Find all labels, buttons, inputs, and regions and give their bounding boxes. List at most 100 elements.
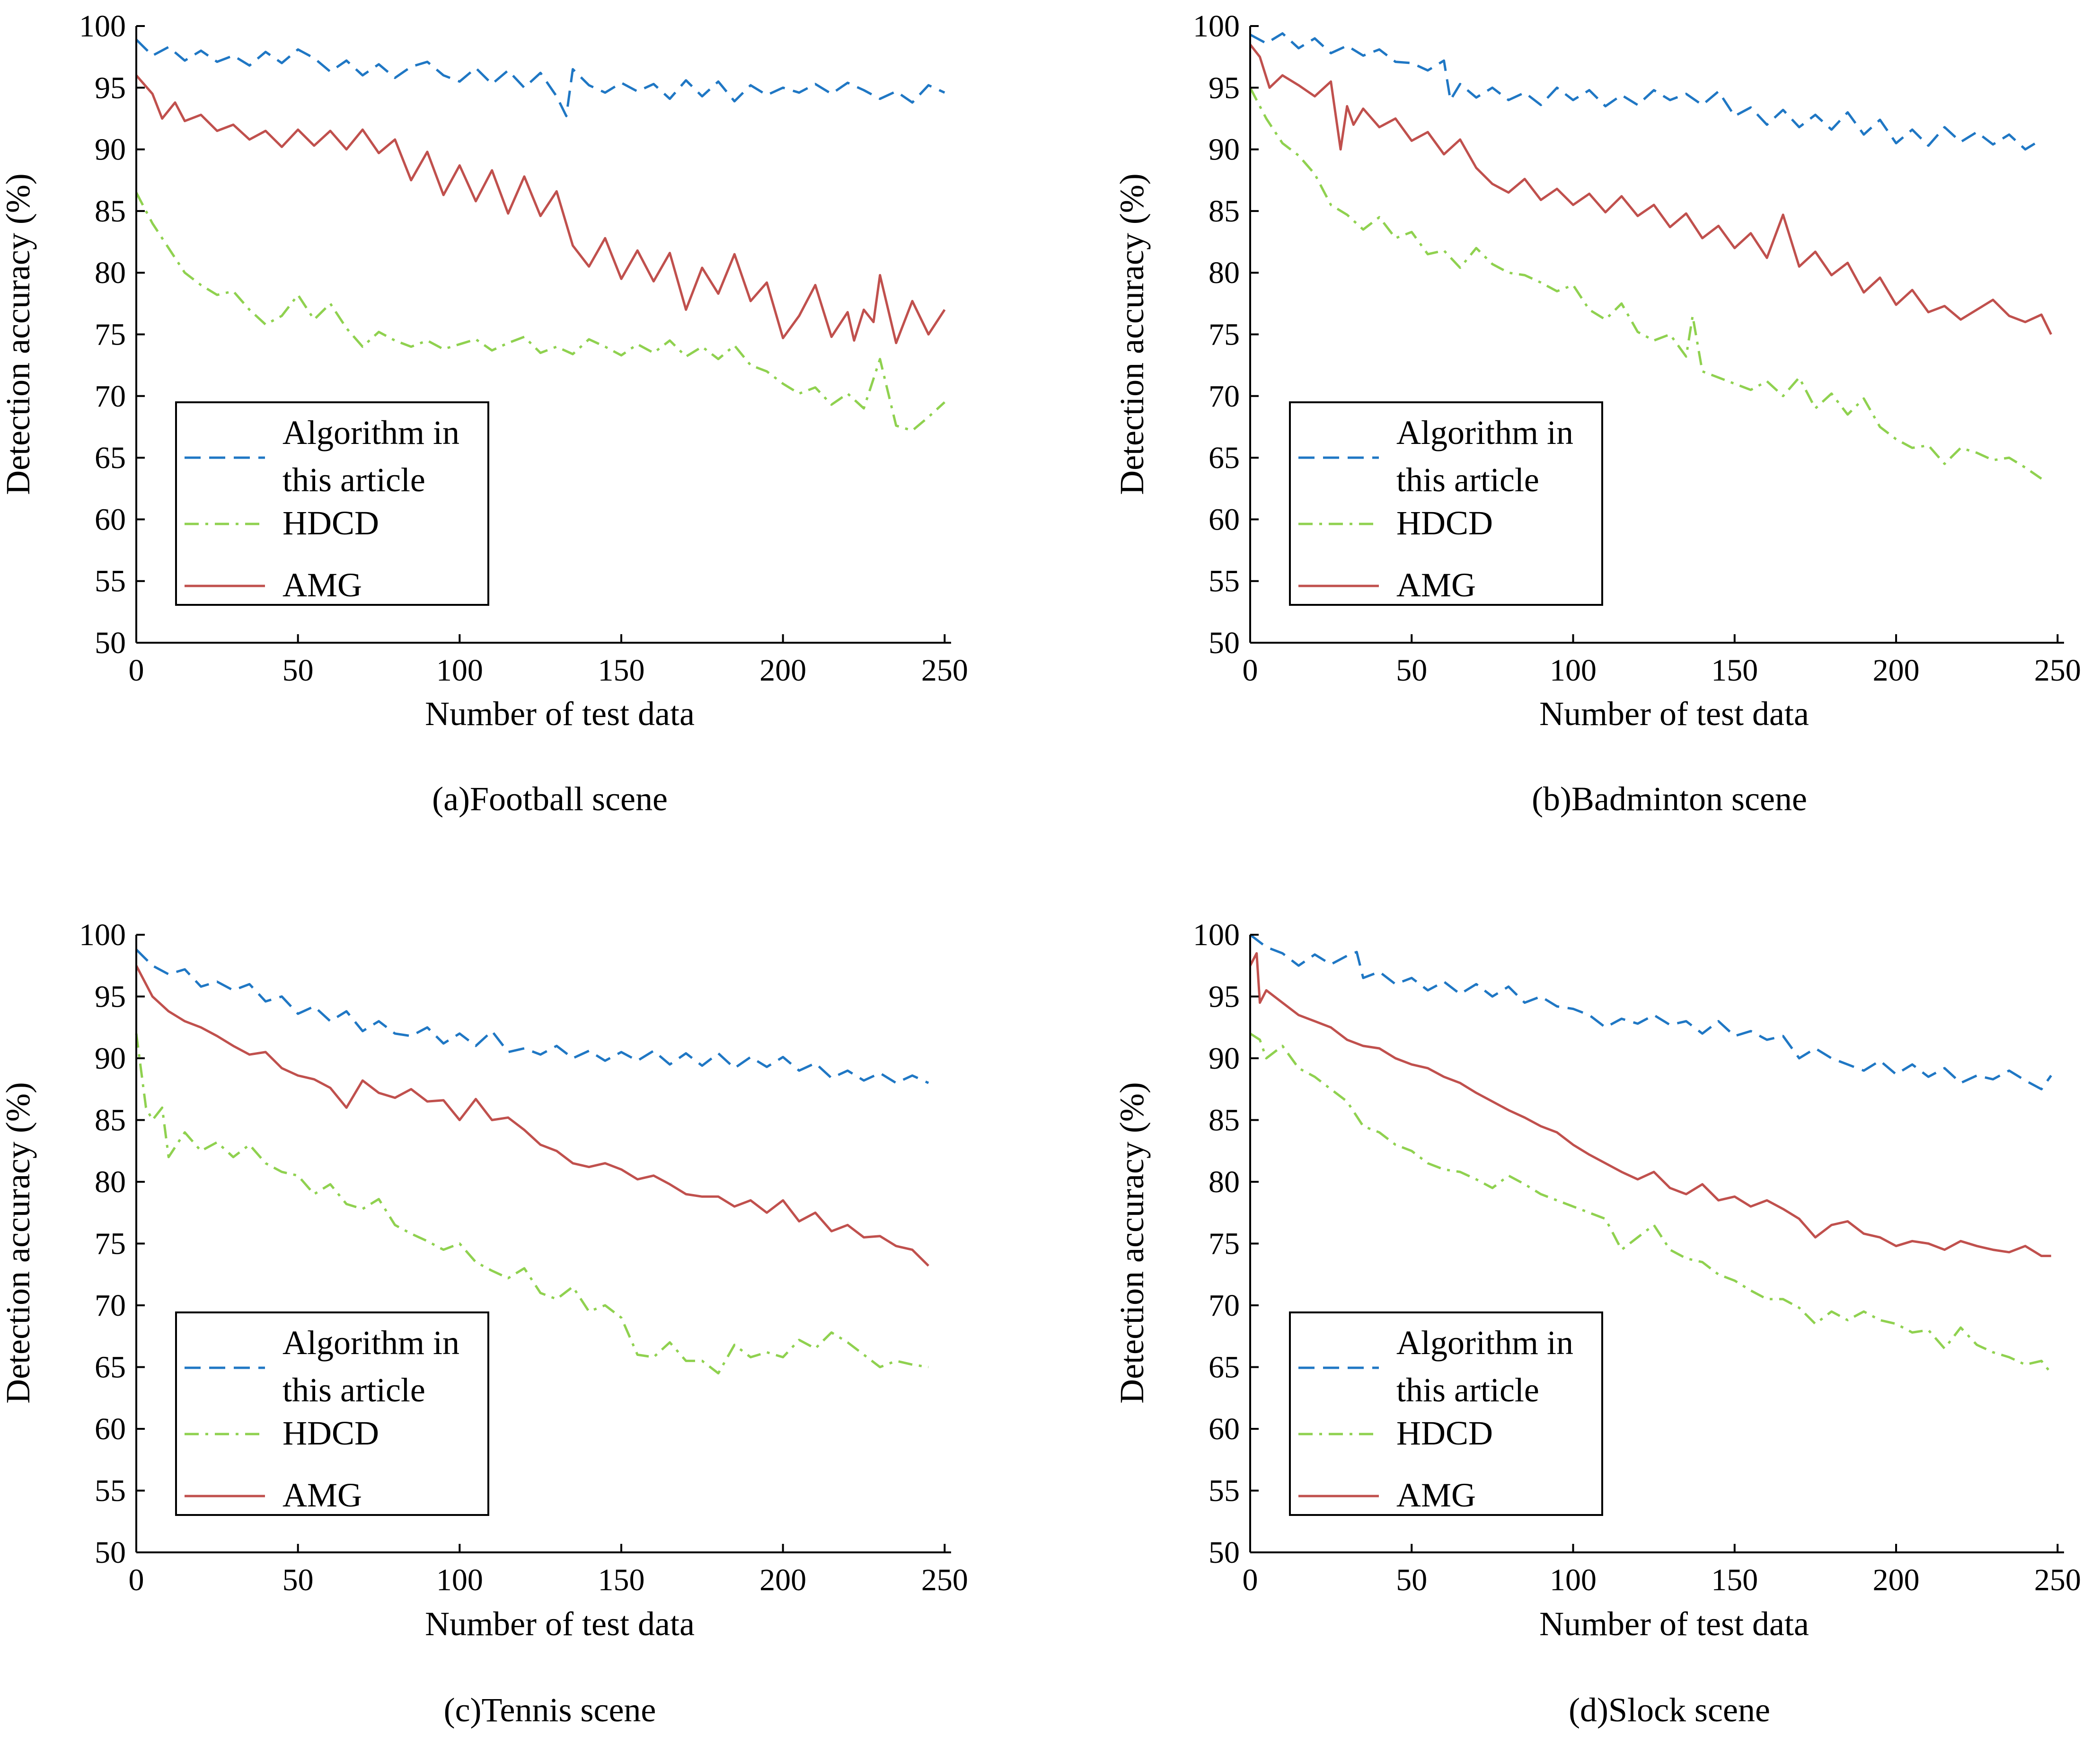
y-tick-label: 60 <box>1209 1412 1240 1446</box>
y-tick-label: 85 <box>1209 1103 1240 1138</box>
legend-label-hdcd: HDCD <box>1396 504 1493 542</box>
x-axis-label: Number of test data <box>1539 695 1809 733</box>
x-tick-label: 200 <box>1873 1563 1920 1597</box>
series-line-amg <box>135 965 929 1267</box>
series-line-hdcd <box>1249 1032 2052 1374</box>
y-tick-label: 85 <box>95 1103 126 1138</box>
x-tick-label: 250 <box>921 653 968 688</box>
y-tick-label: 60 <box>1209 502 1240 537</box>
chart-caption: (a)Football scene <box>432 780 668 818</box>
y-tick-label: 90 <box>95 1041 126 1076</box>
y-tick-label: 100 <box>79 918 126 952</box>
y-tick-label: 90 <box>95 133 126 167</box>
x-tick-label: 50 <box>282 1563 314 1597</box>
y-tick-label: 95 <box>1209 980 1240 1014</box>
y-tick-label: 70 <box>95 379 126 414</box>
series-line-hdcd <box>1249 87 2042 480</box>
y-tick-label: 80 <box>95 1165 126 1199</box>
legend: Algorithm in this article HDCD AMG <box>1289 1311 1603 1516</box>
y-tick-label: 95 <box>95 980 126 1014</box>
x-tick-label: 250 <box>921 1563 968 1597</box>
y-tick-label: 70 <box>1209 379 1240 414</box>
legend-label-hdcd: HDCD <box>1396 1414 1493 1452</box>
x-tick-label: 200 <box>759 653 806 688</box>
legend: Algorithm in this article HDCD AMG <box>1289 401 1603 606</box>
y-tick-label: 90 <box>1209 1041 1240 1076</box>
legend-box <box>175 401 489 606</box>
x-tick-label: 250 <box>2034 1563 2081 1597</box>
legend-label-hdcd: HDCD <box>282 504 379 542</box>
x-tick-label: 200 <box>759 1563 806 1597</box>
x-tick-label: 100 <box>1550 1563 1597 1597</box>
x-tick-label: 250 <box>2034 653 2081 688</box>
x-tick-label: 0 <box>129 1563 144 1597</box>
y-tick-label: 55 <box>95 1474 126 1508</box>
y-tick-label: 75 <box>95 1227 126 1261</box>
x-tick-label: 150 <box>598 1563 645 1597</box>
x-tick-label: 0 <box>1243 653 1258 688</box>
y-tick-label: 55 <box>95 564 126 599</box>
legend-label-amg: AMG <box>282 1476 362 1514</box>
y-axis-label: Detection accuracy (%) <box>0 173 37 495</box>
y-axis-label: Detection accuracy (%) <box>1113 173 1151 495</box>
chart-caption: (c)Tennis scene <box>444 1691 656 1729</box>
x-tick-label: 200 <box>1873 653 1920 688</box>
y-tick-label: 60 <box>95 1412 126 1446</box>
x-axis-label: Number of test data <box>1539 1605 1809 1643</box>
chart-caption: (b)Badminton scene <box>1532 780 1807 818</box>
y-tick-label: 75 <box>1209 1227 1240 1261</box>
legend-label-hdcd: HDCD <box>282 1414 379 1452</box>
y-tick-label: 80 <box>1209 1165 1240 1199</box>
y-tick-label: 65 <box>95 1350 126 1385</box>
y-tick-label: 100 <box>79 9 126 44</box>
chart-caption: (d)Slock scene <box>1569 1691 1770 1729</box>
x-axis-label: Number of test data <box>425 695 695 733</box>
y-tick-label: 65 <box>1209 1350 1240 1385</box>
y-tick-label: 85 <box>1209 194 1240 229</box>
y-tick-label: 50 <box>95 626 126 660</box>
legend-box <box>1289 401 1603 606</box>
y-tick-label: 65 <box>1209 441 1240 475</box>
x-tick-label: 50 <box>1396 653 1427 688</box>
legend-label-algorithm: Algorithm in this article <box>1396 1324 1573 1409</box>
y-tick-label: 85 <box>95 194 126 229</box>
series-line-amg <box>1249 44 2052 335</box>
y-tick-label: 95 <box>95 71 126 105</box>
x-tick-label: 150 <box>598 653 645 688</box>
y-tick-label: 55 <box>1209 564 1240 599</box>
y-tick-label: 60 <box>95 502 126 537</box>
x-tick-label: 0 <box>1243 1563 1258 1597</box>
legend-label-amg: AMG <box>282 566 362 604</box>
y-tick-label: 75 <box>1209 318 1240 352</box>
y-tick-label: 75 <box>95 318 126 352</box>
y-axis-label: Detection accuracy (%) <box>1113 1082 1151 1404</box>
y-tick-label: 100 <box>1193 918 1240 952</box>
y-axis-label: Detection accuracy (%) <box>0 1082 37 1404</box>
x-tick-label: 100 <box>436 653 483 688</box>
legend-label-algorithm: Algorithm in this article <box>282 414 459 499</box>
legend-box <box>175 1311 489 1516</box>
x-tick-label: 150 <box>1711 1563 1758 1597</box>
y-tick-label: 50 <box>1209 626 1240 660</box>
legend-label-amg: AMG <box>1396 566 1476 604</box>
legend-label-amg: AMG <box>1396 1476 1476 1514</box>
y-tick-label: 80 <box>1209 256 1240 290</box>
legend-label-algorithm: Algorithm in this article <box>282 1324 459 1409</box>
series-line-algorithm <box>1249 32 2042 151</box>
legend: Algorithm in this article HDCD AMG <box>175 1311 489 1516</box>
series-line-algorithm <box>1249 934 2052 1090</box>
x-axis-label: Number of test data <box>425 1605 695 1643</box>
series-line-algorithm <box>135 38 945 117</box>
y-tick-label: 95 <box>1209 71 1240 105</box>
y-tick-label: 50 <box>95 1535 126 1570</box>
legend-box <box>1289 1311 1603 1516</box>
y-tick-label: 70 <box>1209 1288 1240 1323</box>
y-tick-label: 100 <box>1193 9 1240 44</box>
y-tick-label: 80 <box>95 256 126 290</box>
